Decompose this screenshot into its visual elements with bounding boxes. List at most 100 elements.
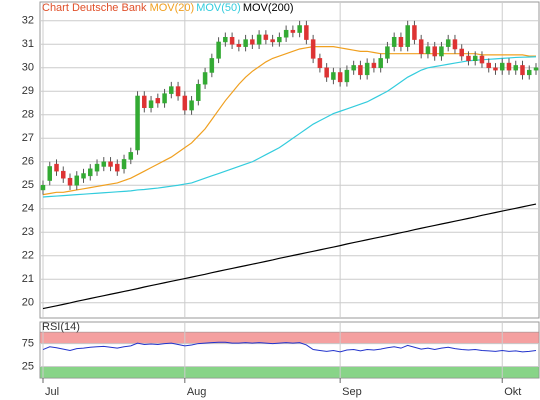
candle-body (209, 58, 215, 73)
candle-body (506, 62, 512, 71)
chart-title: Chart Deutsche Bank (42, 2, 147, 14)
chart-title: RSI(14) (42, 321, 80, 333)
candle-body (67, 177, 73, 186)
candle-body (189, 100, 194, 111)
candle-body (142, 95, 147, 108)
candle-body (101, 161, 107, 167)
candle-body (466, 55, 471, 61)
moving-average-line (42, 203, 537, 310)
candle-body (499, 62, 505, 71)
candle-body (169, 86, 174, 94)
candle-body (493, 67, 498, 71)
candle-body (277, 36, 282, 43)
candle-body (405, 25, 410, 47)
candle-body (439, 46, 444, 57)
candle-body (351, 65, 356, 71)
y-tick-label: 31 (22, 38, 34, 50)
candle-body (108, 161, 113, 167)
candle-body (398, 36, 404, 47)
legend-entry: MOV(20) (150, 2, 195, 14)
candle-body (445, 39, 451, 47)
y-tick-label: 25 (22, 360, 34, 372)
candle-body (61, 170, 66, 179)
legend-entry: MOV(200) (243, 2, 294, 14)
y-tick-label: 30 (22, 62, 34, 74)
x-tick-label: Okt (504, 386, 521, 398)
candle-body (364, 62, 370, 76)
candle-body (283, 29, 289, 38)
candle-body (162, 93, 167, 104)
legend-entry: MOV(50) (196, 2, 241, 14)
candle-body (520, 65, 525, 76)
candle-body (358, 65, 363, 76)
y-tick-label: 26 (22, 156, 34, 168)
candle-body (418, 39, 424, 54)
x-tick-label: Jul (45, 386, 59, 398)
candle-body (391, 36, 397, 47)
y-tick-label: 25 (22, 179, 34, 191)
candle-body (256, 34, 262, 45)
candle-body (148, 100, 154, 108)
candle-body (88, 168, 93, 177)
candle-body (452, 39, 458, 50)
candle-body (310, 39, 316, 59)
y-tick-label: 20 (22, 297, 34, 309)
candle-body (385, 46, 390, 59)
candle-body (94, 163, 100, 172)
candle-body (54, 163, 59, 172)
candle-body (486, 62, 491, 69)
candle-body (81, 173, 86, 179)
candle-body (479, 55, 485, 64)
candle-body (459, 48, 464, 57)
x-tick-label: Aug (187, 386, 207, 398)
candle-body (290, 29, 296, 33)
rsi-band (39, 366, 540, 379)
candle-body (236, 44, 242, 47)
y-tick-label: 22 (22, 250, 34, 262)
candle-body (371, 62, 377, 69)
rsi-line (42, 341, 537, 353)
candle-body (337, 72, 343, 83)
candle-body (216, 41, 221, 59)
rsi-band (39, 331, 540, 344)
moving-average-line (42, 46, 536, 196)
candle-body (513, 65, 518, 71)
candle-body (297, 25, 302, 33)
candle-body (182, 95, 188, 111)
moving-average-line (42, 56, 537, 198)
candle-body (317, 58, 323, 69)
candle-body (331, 72, 336, 80)
candle-body (263, 34, 269, 40)
candle-body (378, 58, 383, 69)
candle-body (472, 55, 478, 61)
y-tick-label: 24 (22, 203, 34, 215)
candle-body (202, 72, 208, 85)
main-panel (39, 1, 540, 319)
x-tick-label: Sep (342, 386, 362, 398)
candle-body (533, 67, 539, 71)
y-tick-label: 32 (22, 15, 34, 27)
candle-body (128, 152, 134, 160)
candle-body (412, 25, 417, 40)
candle-body (40, 185, 46, 191)
candle-body (135, 95, 140, 151)
candle-body (344, 69, 350, 83)
candle-body (47, 166, 53, 181)
candle-body (526, 69, 532, 76)
candle-body (324, 67, 329, 78)
y-tick-label: 21 (22, 273, 34, 285)
candle-body (304, 25, 309, 40)
y-tick-label: 75 (22, 337, 34, 349)
y-tick-label: 27 (22, 132, 34, 144)
candle-body (270, 39, 275, 43)
candle-body (229, 36, 235, 45)
candle-body (250, 39, 255, 45)
y-tick-label: 29 (22, 85, 34, 97)
candle-body (196, 83, 201, 101)
candle-body (74, 175, 80, 186)
y-tick-label: 23 (22, 226, 34, 238)
candle-body (115, 163, 120, 172)
candle-body (175, 86, 181, 97)
candle-body (155, 98, 161, 104)
